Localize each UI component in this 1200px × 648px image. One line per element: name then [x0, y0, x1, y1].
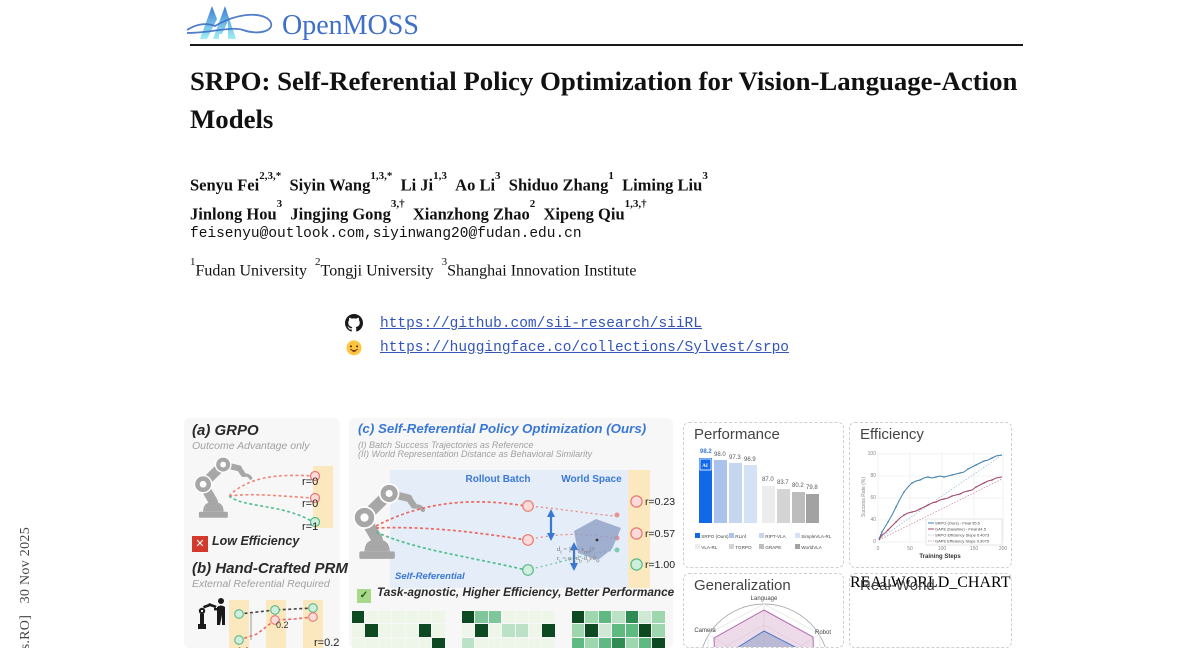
svg-text:SRPO (Ours) - Final 95.5: SRPO (Ours) - Final 95.5: [935, 521, 981, 526]
svg-text:79.8: 79.8: [806, 485, 818, 491]
svg-text:100: 100: [938, 546, 947, 552]
svg-text:0: 0: [877, 546, 880, 552]
svg-text:97.3: 97.3: [729, 455, 741, 461]
svg-text:150: 150: [970, 546, 979, 552]
svg-text:SRPO Efficiency Slope 0.4073: SRPO Efficiency Slope 0.4073: [935, 533, 990, 538]
svg-text:Language: Language: [751, 596, 778, 602]
svg-text:AI: AI: [702, 464, 708, 469]
svg-text:GAPE Efficiency Slope 0.3075: GAPE Efficiency Slope 0.3075: [935, 539, 990, 544]
svg-text:87.0: 87.0: [762, 477, 774, 483]
svg-text:100: 100: [868, 451, 877, 457]
svg-text:50: 50: [907, 546, 913, 552]
svg-text:40: 40: [870, 517, 876, 523]
svg-text:96.9: 96.9: [744, 457, 756, 463]
svg-text:Training Steps: Training Steps: [919, 554, 961, 560]
svg-text:Success Rate (%): Success Rate (%): [861, 477, 867, 517]
svg-text:60: 60: [870, 495, 876, 501]
svg-text:Camera: Camera: [694, 628, 716, 634]
svg-text:98.0: 98.0: [714, 452, 726, 458]
svg-text:0: 0: [873, 539, 876, 545]
svg-text:98.2: 98.2: [700, 449, 712, 455]
svg-text:80.2: 80.2: [792, 483, 804, 489]
svg-text:200: 200: [999, 546, 1008, 552]
svg-text:GAPE (baseline) - Final 84.5: GAPE (baseline) - Final 84.5: [935, 527, 987, 532]
svg-text:80: 80: [870, 473, 876, 479]
svg-text:OpenMOSS: OpenMOSS: [282, 10, 419, 41]
svg-text:Robot: Robot: [815, 630, 831, 636]
svg-text:83.7: 83.7: [777, 480, 789, 486]
